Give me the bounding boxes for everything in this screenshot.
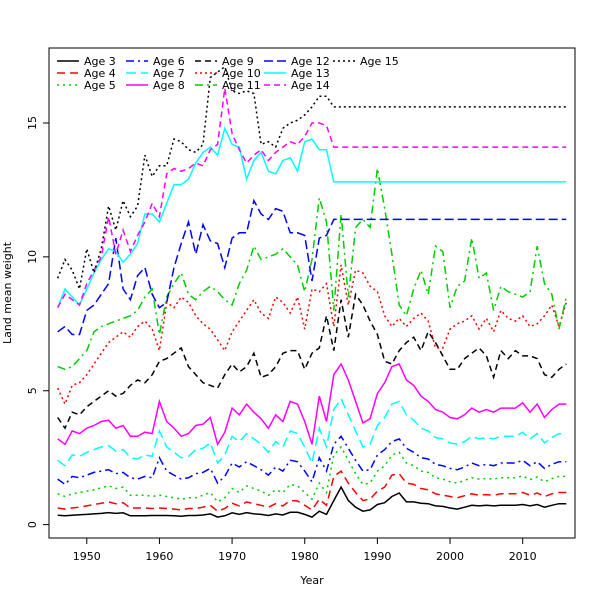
series-layer bbox=[58, 67, 567, 517]
x-tick-label: 1990 bbox=[363, 550, 391, 563]
x-axis-label: Year bbox=[299, 574, 324, 587]
y-tick-label: 10 bbox=[26, 250, 39, 264]
y-tick-label: 0 bbox=[26, 521, 39, 528]
legend-label-age-14: Age 14 bbox=[291, 79, 330, 92]
series-line-age-7 bbox=[58, 399, 567, 466]
legend-label-age-15: Age 15 bbox=[360, 55, 399, 68]
y-tick-label: 5 bbox=[26, 387, 39, 394]
x-axis: 1950 1960 1970 1980 1990 2000 2010 bbox=[73, 538, 537, 563]
series-line-age-15 bbox=[58, 67, 567, 289]
series-line-age-8 bbox=[58, 364, 567, 444]
x-tick-label: 2010 bbox=[509, 550, 537, 563]
series-line-age-9 bbox=[58, 294, 567, 428]
legend-label-age-8: Age 8 bbox=[153, 79, 185, 92]
x-tick-label: 1980 bbox=[291, 550, 319, 563]
x-tick-label: 1950 bbox=[73, 550, 101, 563]
y-axis: 0 5 10 15 bbox=[26, 116, 49, 528]
series-line-age-5 bbox=[58, 447, 567, 502]
y-tick-label: 15 bbox=[26, 116, 39, 130]
legend-label-age-11: Age 11 bbox=[222, 79, 261, 92]
x-tick-label: 1960 bbox=[145, 550, 173, 563]
x-tick-label: 1970 bbox=[218, 550, 246, 563]
line-chart: 1950 1960 1970 1980 1990 2000 2010 0 5 10 15 Age … bbox=[0, 0, 600, 600]
series-line-age-3 bbox=[58, 487, 567, 517]
legend-label-age-5: Age 5 bbox=[84, 79, 116, 92]
series-line-age-12 bbox=[58, 201, 567, 335]
x-tick-label: 2000 bbox=[436, 550, 464, 563]
series-line-age-11 bbox=[58, 169, 567, 370]
series-line-age-14 bbox=[58, 88, 567, 308]
y-axis-label: Land mean weight bbox=[1, 241, 14, 344]
